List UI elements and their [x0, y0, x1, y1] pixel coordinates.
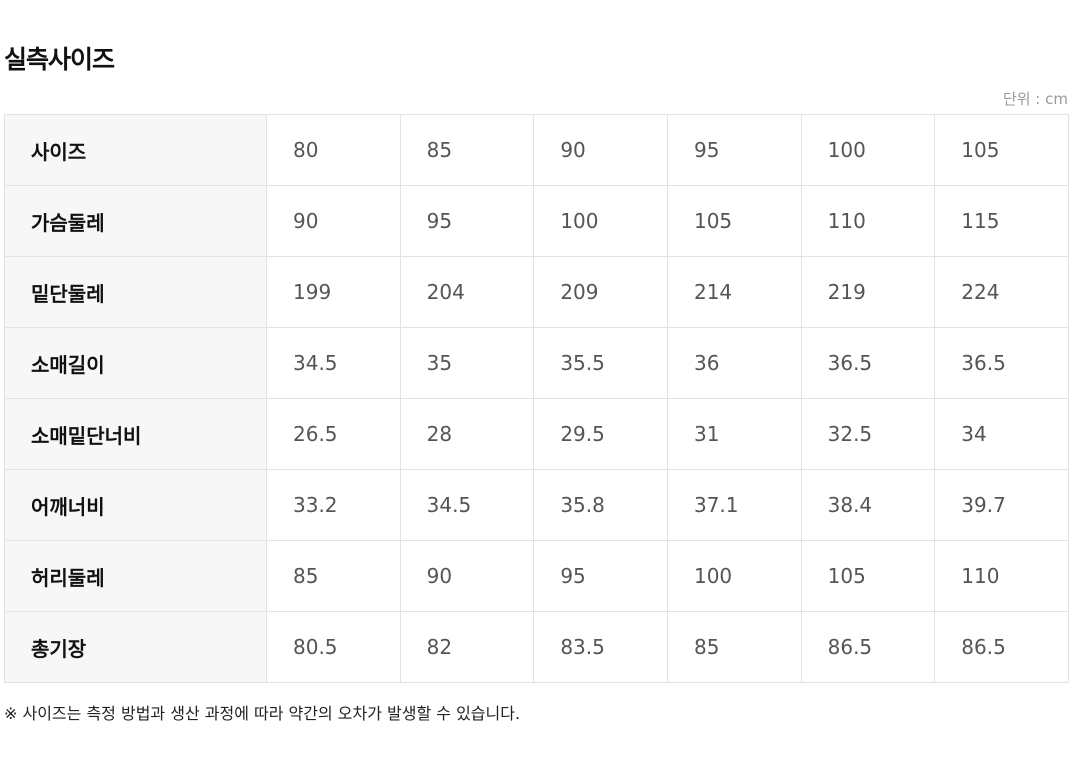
table-cell: 80 — [266, 114, 401, 186]
table-row: 총기장 80.5 82 83.5 85 86.5 86.5 — [4, 611, 1069, 683]
table-row: 소매길이 34.5 35 35.5 36 36.5 36.5 — [4, 327, 1069, 399]
table-cell: 83.5 — [533, 611, 668, 683]
row-header: 어깨너비 — [4, 469, 267, 541]
table-cell: 219 — [800, 256, 936, 328]
row-header: 가슴둘레 — [4, 185, 267, 257]
table-cell: 36 — [666, 327, 802, 399]
table-cell: 204 — [399, 256, 535, 328]
table-cell: 105 — [800, 540, 936, 612]
table-cell: 95 — [533, 540, 668, 612]
table-cell: 85 — [666, 611, 802, 683]
table-cell: 224 — [934, 256, 1069, 328]
row-header: 허리둘레 — [4, 540, 267, 612]
row-header: 사이즈 — [4, 114, 267, 186]
table-cell: 115 — [934, 185, 1069, 257]
table-cell: 38.4 — [800, 469, 936, 541]
table-cell: 39.7 — [934, 469, 1069, 541]
table-cell: 199 — [266, 256, 401, 328]
table-cell: 35.5 — [533, 327, 668, 399]
table-cell: 34 — [934, 398, 1069, 470]
table-cell: 110 — [800, 185, 936, 257]
table-cell: 105 — [934, 114, 1069, 186]
size-note: ※ 사이즈는 측정 방법과 생산 과정에 따라 약간의 오차가 발생할 수 있습… — [4, 704, 521, 723]
table-cell: 26.5 — [266, 398, 401, 470]
table-cell: 90 — [399, 540, 535, 612]
table-row: 어깨너비 33.2 34.5 35.8 37.1 38.4 39.7 — [4, 469, 1069, 541]
table-cell: 29.5 — [533, 398, 668, 470]
table-cell: 36.5 — [800, 327, 936, 399]
table-cell: 100 — [533, 185, 668, 257]
table-cell: 31 — [666, 398, 802, 470]
row-header: 소매밑단너비 — [4, 398, 267, 470]
table-row: 가슴둘레 90 95 100 105 110 115 — [4, 185, 1069, 257]
table-cell: 33.2 — [266, 469, 401, 541]
table-row: 소매밑단너비 26.5 28 29.5 31 32.5 34 — [4, 398, 1069, 470]
table-cell: 95 — [399, 185, 535, 257]
page-title: 실측사이즈 — [4, 45, 115, 74]
row-header: 총기장 — [4, 611, 267, 683]
table-cell: 35.8 — [533, 469, 668, 541]
table-cell: 28 — [399, 398, 535, 470]
table-cell: 95 — [666, 114, 802, 186]
row-header: 소매길이 — [4, 327, 267, 399]
table-cell: 82 — [399, 611, 535, 683]
table-cell: 90 — [266, 185, 401, 257]
table-cell: 90 — [533, 114, 668, 186]
table-cell: 100 — [666, 540, 802, 612]
size-table: 사이즈 80 85 90 95 100 105 가슴둘레 90 95 100 105 110 115 밑단둘… — [4, 114, 1069, 683]
table-cell: 209 — [533, 256, 668, 328]
table-row: 허리둘레 85 90 95 100 105 110 — [4, 540, 1069, 612]
table-cell: 36.5 — [934, 327, 1069, 399]
table-cell: 105 — [666, 185, 802, 257]
table-cell: 34.5 — [266, 327, 401, 399]
table-cell: 100 — [800, 114, 936, 186]
table-cell: 35 — [399, 327, 535, 399]
table-cell: 85 — [399, 114, 535, 186]
table-cell: 214 — [666, 256, 802, 328]
table-cell: 80.5 — [266, 611, 401, 683]
table-cell: 85 — [266, 540, 401, 612]
table-cell: 86.5 — [934, 611, 1069, 683]
table-cell: 37.1 — [666, 469, 802, 541]
unit-label: 단위 : cm — [1002, 90, 1068, 108]
table-row: 사이즈 80 85 90 95 100 105 — [4, 114, 1069, 186]
table-cell: 110 — [934, 540, 1069, 612]
table-cell: 34.5 — [399, 469, 535, 541]
table-cell: 86.5 — [800, 611, 936, 683]
table-cell: 32.5 — [800, 398, 936, 470]
table-row: 밑단둘레 199 204 209 214 219 224 — [4, 256, 1069, 328]
row-header: 밑단둘레 — [4, 256, 267, 328]
